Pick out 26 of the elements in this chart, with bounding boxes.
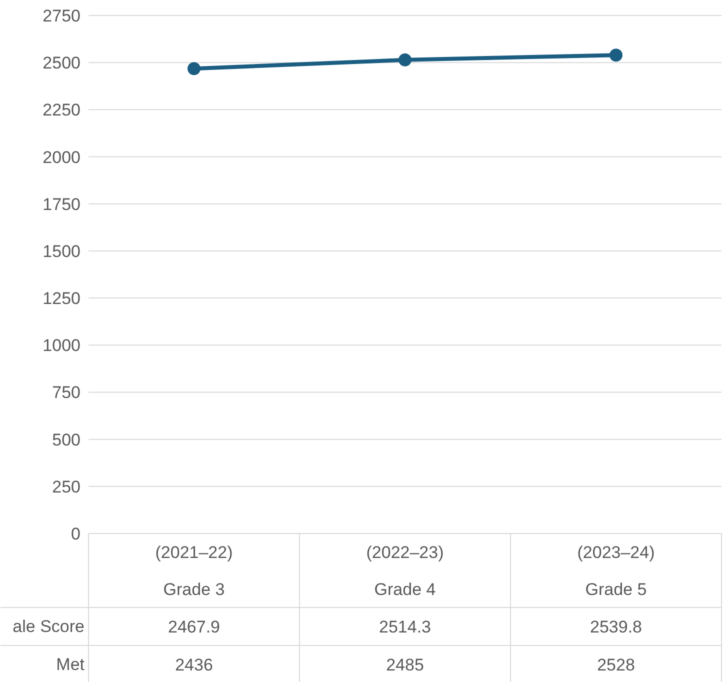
text: ale Score bbox=[12, 617, 85, 636]
text: 2436 bbox=[175, 656, 213, 674]
y-tick-label: 2500 bbox=[42, 54, 81, 73]
y-tick-label: 1750 bbox=[42, 194, 81, 214]
y-tick-label: 0 bbox=[71, 524, 81, 544]
point bbox=[610, 48, 622, 62]
text: 2528 bbox=[597, 656, 635, 674]
y-tick-label: 1500 bbox=[42, 242, 81, 261]
point bbox=[398, 53, 412, 66]
data-label: 2514.3 bbox=[379, 618, 431, 636]
data-label: 2467.9 bbox=[168, 618, 220, 636]
x-tick-label: (2022–23) Grade 4 bbox=[366, 543, 444, 599]
y-tick-label: 500 bbox=[52, 430, 81, 450]
data-label: 2539.8 bbox=[590, 618, 642, 636]
y-tick-label: 1000 bbox=[42, 336, 81, 356]
y-tick-label: 1250 bbox=[42, 289, 81, 308]
y-tick-label: 750 bbox=[52, 383, 81, 402]
y-tick-label: 2000 bbox=[42, 148, 81, 167]
text: Met bbox=[56, 655, 85, 674]
text: 2485 bbox=[386, 656, 424, 674]
x-tick-label: (2023–24) Grade 5 bbox=[577, 543, 655, 599]
x-tick-label: (2021–22) Grade 3 bbox=[155, 543, 233, 599]
y-tick-label: 250 bbox=[52, 477, 81, 496]
y-tick-label: 2750 bbox=[42, 6, 81, 26]
y-tick-label: 2250 bbox=[42, 100, 81, 120]
point bbox=[188, 62, 200, 76]
